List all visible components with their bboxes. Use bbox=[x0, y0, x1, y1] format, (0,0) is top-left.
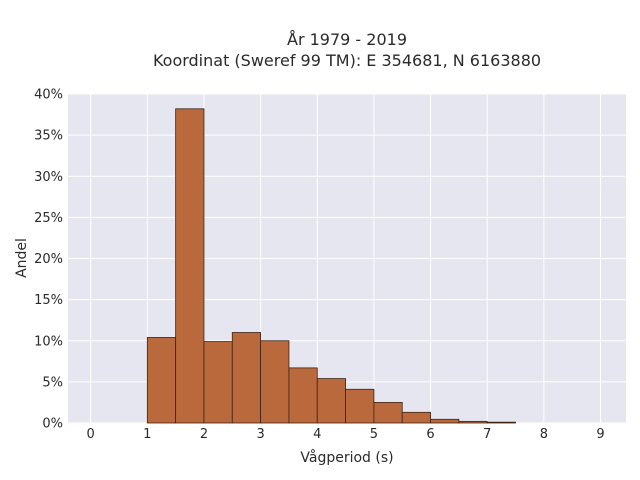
y-axis-label: Andel bbox=[14, 238, 30, 278]
histogram-bar bbox=[203, 341, 233, 424]
y-tick-label: 0% bbox=[42, 417, 63, 432]
x-tick-label: 9 bbox=[596, 427, 604, 442]
histogram-bar bbox=[316, 378, 346, 424]
histogram-bar bbox=[486, 421, 516, 424]
x-tick-label: 3 bbox=[256, 427, 264, 442]
x-tick-label: 1 bbox=[143, 427, 151, 442]
chart-title-line-1: År 1979 - 2019 bbox=[287, 30, 407, 49]
x-axis-label: Vågperiod (s) bbox=[300, 449, 393, 466]
x-tick-label: 4 bbox=[313, 427, 321, 442]
y-tick-labels: 0% 5% 10% 15% 20% 25% 30% 35% 40% bbox=[34, 88, 63, 432]
histogram-bar bbox=[373, 402, 403, 424]
histogram-bar bbox=[288, 367, 318, 424]
y-tick-label: 20% bbox=[34, 252, 63, 267]
y-tick-label: 40% bbox=[34, 88, 63, 103]
histogram-bar bbox=[231, 332, 262, 424]
bars bbox=[146, 108, 516, 424]
y-tick-label: 30% bbox=[34, 170, 63, 185]
y-tick-label: 25% bbox=[34, 211, 63, 226]
chart-title-line-2: Koordinat (Sweref 99 TM): E 354681, N 61… bbox=[153, 51, 541, 70]
x-tick-label: 5 bbox=[370, 427, 378, 442]
histogram-bar bbox=[345, 388, 375, 424]
x-tick-label: 6 bbox=[426, 427, 434, 442]
histogram-bar bbox=[260, 340, 290, 424]
x-tick-label: 2 bbox=[200, 427, 208, 442]
y-tick-label: 15% bbox=[34, 293, 63, 308]
histogram-bar bbox=[401, 411, 431, 424]
x-tick-label: 8 bbox=[540, 427, 548, 442]
histogram-bar bbox=[458, 420, 488, 424]
histogram-bar bbox=[430, 418, 460, 424]
y-tick-label: 10% bbox=[34, 334, 63, 349]
y-tick-label: 5% bbox=[42, 375, 63, 390]
y-tick-label: 35% bbox=[34, 129, 63, 144]
histogram-bar bbox=[146, 337, 177, 424]
x-tick-labels: 0 1 2 3 4 5 6 7 8 9 bbox=[87, 427, 605, 442]
histogram-bar bbox=[175, 108, 205, 424]
x-tick-label: 7 bbox=[483, 427, 491, 442]
x-tick-label: 0 bbox=[87, 427, 95, 442]
